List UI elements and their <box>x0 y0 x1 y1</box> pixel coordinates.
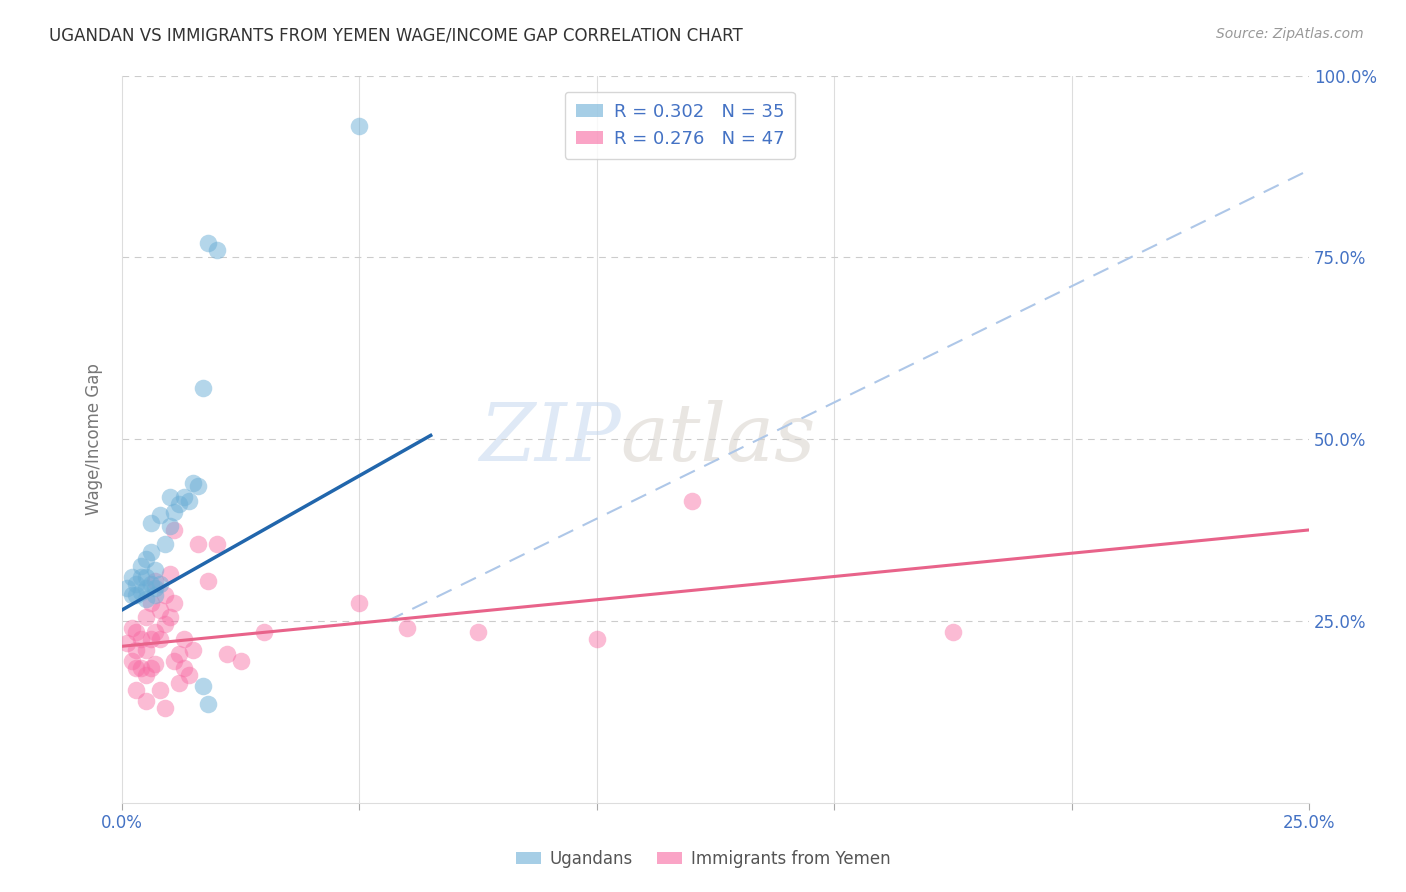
Point <box>125 682 148 697</box>
Point <box>349 596 371 610</box>
Point <box>139 632 162 646</box>
Point <box>135 570 157 584</box>
Point <box>129 584 152 599</box>
Point <box>395 621 418 635</box>
Point <box>143 588 166 602</box>
Point <box>139 516 162 530</box>
Y-axis label: Wage/Income Gap: Wage/Income Gap <box>86 363 103 515</box>
Point <box>129 661 152 675</box>
Point <box>167 675 190 690</box>
Point <box>942 624 965 639</box>
Point <box>135 581 157 595</box>
Point <box>135 643 157 657</box>
Point <box>139 577 162 591</box>
Point <box>187 537 209 551</box>
Point <box>125 588 148 602</box>
Point <box>159 490 181 504</box>
Point <box>121 588 143 602</box>
Point <box>163 596 186 610</box>
Point <box>229 654 252 668</box>
Point <box>125 577 148 591</box>
Point <box>149 682 172 697</box>
Point <box>143 624 166 639</box>
Point <box>115 635 138 649</box>
Point <box>173 632 195 646</box>
Point <box>681 494 703 508</box>
Point <box>139 596 162 610</box>
Point <box>129 559 152 574</box>
Point <box>149 603 172 617</box>
Point <box>177 668 200 682</box>
Point <box>143 574 166 588</box>
Point <box>139 661 162 675</box>
Point <box>135 592 157 607</box>
Point <box>181 643 204 657</box>
Point <box>167 498 190 512</box>
Point <box>167 647 190 661</box>
Point <box>349 120 371 134</box>
Point <box>153 617 176 632</box>
Point <box>125 643 148 657</box>
Point <box>121 621 143 635</box>
Point <box>159 566 181 581</box>
Text: UGANDAN VS IMMIGRANTS FROM YEMEN WAGE/INCOME GAP CORRELATION CHART: UGANDAN VS IMMIGRANTS FROM YEMEN WAGE/IN… <box>49 27 742 45</box>
Legend: R = 0.302   N = 35, R = 0.276   N = 47: R = 0.302 N = 35, R = 0.276 N = 47 <box>565 92 794 159</box>
Point <box>586 632 609 646</box>
Point <box>149 508 172 523</box>
Point <box>129 570 152 584</box>
Point <box>205 537 228 551</box>
Text: ZIP: ZIP <box>479 401 620 478</box>
Point <box>135 610 157 624</box>
Point <box>129 632 152 646</box>
Point <box>181 475 204 490</box>
Point <box>139 545 162 559</box>
Point <box>253 624 276 639</box>
Point <box>115 581 138 595</box>
Point <box>177 494 200 508</box>
Point <box>149 577 172 591</box>
Text: atlas: atlas <box>620 401 815 478</box>
Point <box>215 647 238 661</box>
Text: Source: ZipAtlas.com: Source: ZipAtlas.com <box>1216 27 1364 41</box>
Point <box>163 654 186 668</box>
Point <box>149 632 172 646</box>
Point <box>135 552 157 566</box>
Point <box>153 588 176 602</box>
Point <box>467 624 489 639</box>
Point <box>121 654 143 668</box>
Point <box>173 661 195 675</box>
Point <box>143 563 166 577</box>
Point <box>197 574 219 588</box>
Point <box>153 537 176 551</box>
Point <box>197 698 219 712</box>
Point <box>191 679 214 693</box>
Point <box>121 570 143 584</box>
Point <box>159 519 181 533</box>
Point <box>135 694 157 708</box>
Point <box>205 243 228 257</box>
Legend: Ugandans, Immigrants from Yemen: Ugandans, Immigrants from Yemen <box>509 844 897 875</box>
Point <box>135 668 157 682</box>
Point <box>153 701 176 715</box>
Point <box>197 235 219 250</box>
Point <box>125 661 148 675</box>
Point <box>143 657 166 672</box>
Point <box>159 610 181 624</box>
Point <box>163 505 186 519</box>
Point <box>125 624 148 639</box>
Point <box>163 523 186 537</box>
Point <box>143 581 166 595</box>
Point <box>191 381 214 395</box>
Point <box>173 490 195 504</box>
Point <box>187 479 209 493</box>
